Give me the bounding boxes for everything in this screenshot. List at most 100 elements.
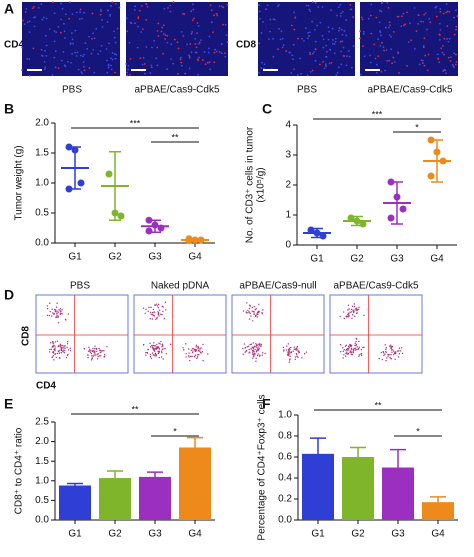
event bbox=[289, 351, 291, 353]
speck bbox=[378, 21, 381, 24]
event bbox=[250, 315, 252, 317]
speck bbox=[61, 7, 64, 10]
event bbox=[59, 346, 62, 348]
event bbox=[354, 315, 356, 317]
event bbox=[160, 356, 163, 358]
speck bbox=[145, 3, 148, 6]
speck bbox=[81, 72, 84, 75]
speck bbox=[339, 3, 342, 6]
event bbox=[384, 344, 386, 346]
point bbox=[197, 236, 205, 244]
speck bbox=[307, 31, 310, 34]
y-tick-label: 0.5 bbox=[35, 495, 49, 506]
speck bbox=[99, 50, 102, 52]
panel-label: C bbox=[262, 101, 272, 117]
event bbox=[385, 347, 387, 349]
event bbox=[49, 348, 51, 351]
point bbox=[393, 193, 401, 201]
speck bbox=[197, 59, 200, 62]
speck bbox=[188, 54, 190, 57]
event bbox=[195, 344, 198, 346]
event bbox=[51, 308, 53, 310]
bar bbox=[422, 502, 454, 520]
plot-title: Naked pDNA bbox=[151, 281, 210, 292]
event bbox=[289, 355, 291, 358]
speck bbox=[83, 53, 86, 56]
speck bbox=[329, 48, 331, 51]
event bbox=[49, 310, 51, 313]
event bbox=[153, 345, 155, 347]
event bbox=[156, 305, 159, 307]
event bbox=[56, 302, 58, 304]
speck bbox=[70, 32, 73, 35]
speck bbox=[82, 61, 85, 64]
event bbox=[190, 349, 193, 352]
speck bbox=[44, 66, 47, 69]
event bbox=[144, 312, 146, 314]
event bbox=[242, 347, 244, 350]
point bbox=[347, 214, 355, 222]
event bbox=[356, 346, 358, 348]
event bbox=[91, 355, 93, 357]
speck bbox=[218, 51, 221, 53]
event bbox=[288, 347, 291, 350]
event bbox=[347, 353, 349, 355]
speck bbox=[440, 47, 443, 50]
caption: aPBAE/Cas9-Cdk5 bbox=[134, 85, 219, 96]
x-tick-label: G3 bbox=[148, 252, 162, 263]
event bbox=[254, 348, 256, 351]
speck bbox=[423, 64, 426, 67]
event bbox=[391, 345, 394, 348]
significance: ** bbox=[374, 400, 382, 410]
speck bbox=[188, 67, 191, 70]
event bbox=[64, 347, 66, 350]
event bbox=[384, 353, 386, 355]
event bbox=[57, 310, 59, 312]
speck bbox=[57, 67, 60, 70]
speck bbox=[259, 17, 261, 20]
speck bbox=[64, 13, 67, 16]
speck bbox=[195, 46, 198, 49]
event bbox=[57, 322, 60, 324]
event bbox=[346, 315, 349, 318]
speck bbox=[78, 18, 81, 21]
event bbox=[52, 342, 54, 345]
event bbox=[69, 349, 72, 352]
event bbox=[64, 349, 66, 352]
speck bbox=[443, 53, 445, 56]
speck bbox=[137, 16, 140, 18]
event bbox=[59, 357, 61, 359]
speck bbox=[299, 57, 302, 60]
speck bbox=[193, 17, 195, 20]
event bbox=[149, 311, 152, 314]
speck bbox=[427, 53, 430, 56]
event bbox=[162, 310, 164, 313]
speck bbox=[331, 42, 334, 45]
event bbox=[162, 345, 164, 347]
event bbox=[289, 348, 291, 351]
speck bbox=[71, 13, 74, 16]
event bbox=[151, 344, 153, 347]
speck bbox=[297, 37, 299, 40]
event bbox=[65, 357, 68, 359]
speck bbox=[100, 10, 103, 12]
event bbox=[264, 352, 266, 355]
speck bbox=[28, 58, 31, 61]
event bbox=[96, 350, 98, 353]
point bbox=[145, 216, 153, 224]
x-tick-label: G1 bbox=[311, 529, 325, 540]
event bbox=[156, 343, 158, 346]
event bbox=[158, 356, 160, 359]
speck bbox=[107, 63, 110, 66]
speck bbox=[374, 57, 377, 60]
speck bbox=[79, 11, 82, 14]
speck bbox=[115, 53, 118, 56]
speck bbox=[191, 19, 194, 21]
event bbox=[342, 311, 345, 313]
speck bbox=[260, 67, 263, 70]
x-tick-label: G2 bbox=[108, 252, 122, 263]
speck bbox=[421, 62, 424, 65]
event bbox=[345, 348, 348, 351]
speck bbox=[202, 59, 204, 61]
event bbox=[287, 354, 289, 357]
